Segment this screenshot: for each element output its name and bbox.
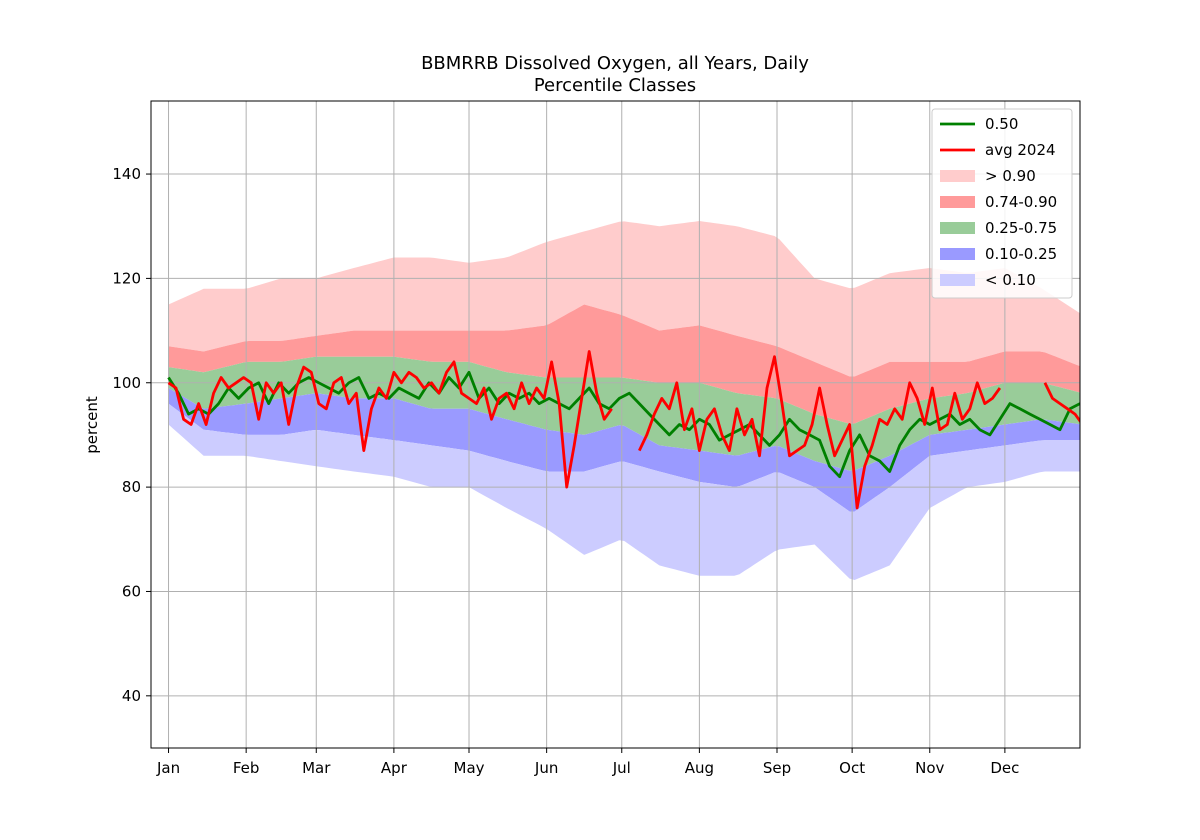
x-tick-label: Dec bbox=[990, 759, 1019, 777]
y-tick-label: 120 bbox=[112, 269, 141, 287]
legend-label: 0.25-0.75 bbox=[985, 219, 1057, 237]
series-line-avg-2024 bbox=[638, 355, 1002, 510]
legend-label: > 0.90 bbox=[985, 167, 1036, 185]
y-tick-label: 40 bbox=[122, 687, 141, 705]
legend-patch-swatch bbox=[940, 170, 975, 182]
x-tick-label: Jan bbox=[156, 759, 180, 777]
series-line-median bbox=[167, 370, 1080, 479]
x-tick-label: Jul bbox=[612, 759, 631, 777]
series-lines bbox=[167, 350, 1080, 510]
y-tick-label: 140 bbox=[112, 165, 141, 183]
x-tick-label: Aug bbox=[685, 759, 714, 777]
legend-label: 0.10-0.25 bbox=[985, 245, 1057, 263]
x-tick-label: Nov bbox=[915, 759, 944, 777]
x-tick-label: Oct bbox=[839, 759, 865, 777]
y-tick-label: 60 bbox=[122, 582, 141, 600]
series-line-avg-2024 bbox=[167, 350, 613, 489]
chart-subtitle: Percentile Classes bbox=[534, 75, 696, 96]
y-tick-label: 100 bbox=[112, 374, 141, 392]
chart-title: BBMRRB Dissolved Oxygen, all Years, Dail… bbox=[421, 53, 809, 74]
legend-label: 0.74-0.90 bbox=[985, 193, 1057, 211]
series-line-avg-2024 bbox=[1043, 382, 1080, 424]
y-tick-label: 80 bbox=[122, 478, 141, 496]
legend-patch-swatch bbox=[940, 222, 975, 234]
legend-label: 0.50 bbox=[985, 115, 1018, 133]
x-axis: Jan Feb Mar Apr May Jun Jul Aug Sep Oct Nov Dec bbox=[156, 748, 1019, 777]
x-tick-label: Sep bbox=[763, 759, 791, 777]
legend-patch-swatch bbox=[940, 196, 975, 208]
legend-label: < 0.10 bbox=[985, 271, 1036, 289]
y-axis: 40 60 80 100 120 140 bbox=[112, 165, 151, 705]
x-tick-label: Apr bbox=[381, 759, 408, 777]
x-tick-label: Feb bbox=[233, 759, 260, 777]
legend-label: avg 2024 bbox=[985, 141, 1056, 159]
legend-patch-swatch bbox=[940, 274, 975, 286]
legend: 0.50 avg 2024 > 0.90 0.74-0.90 0.25-0.75 0.10… bbox=[931, 108, 1073, 299]
y-axis-label: percent bbox=[83, 396, 101, 454]
x-tick-label: May bbox=[454, 759, 485, 777]
x-tick-label: Mar bbox=[302, 759, 331, 777]
legend-patch-swatch bbox=[940, 248, 975, 260]
x-tick-label: Jun bbox=[534, 759, 558, 777]
plot-frame bbox=[150, 100, 1081, 749]
grid-lines bbox=[151, 101, 1080, 748]
